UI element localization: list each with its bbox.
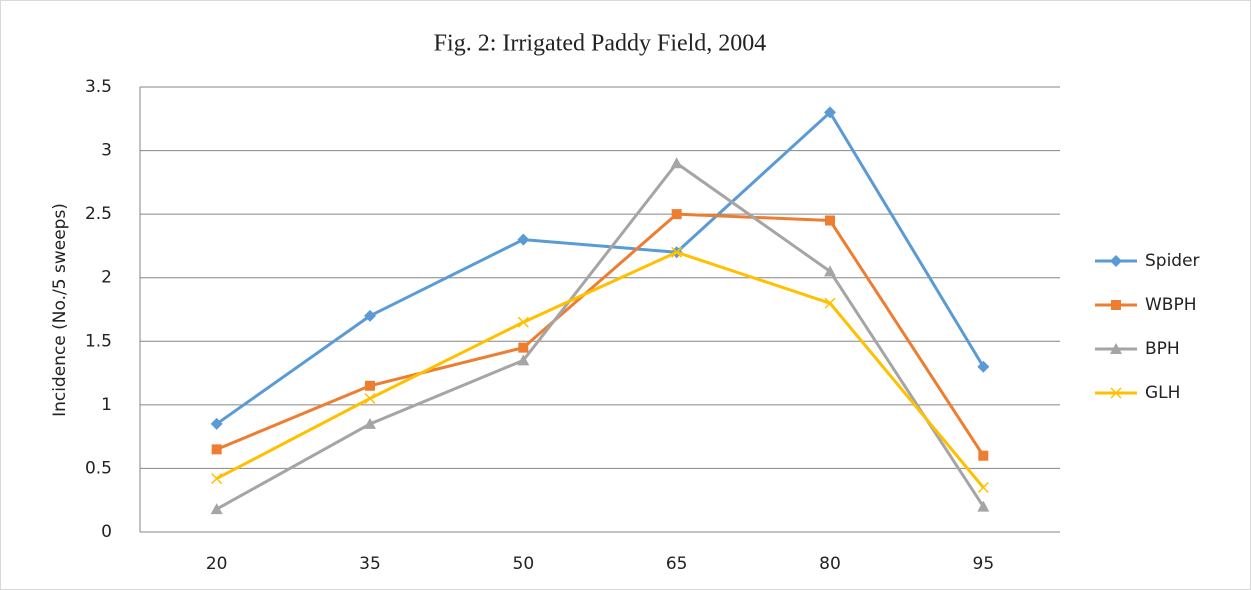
y-tick-label: 1.5 [85,331,112,351]
marker [211,444,222,455]
y-tick-label: 0.5 [85,458,112,478]
marker [364,309,376,322]
x-tick-label: 50 [513,554,535,574]
series-line [215,110,985,426]
marker [365,380,375,391]
series-line [216,212,985,457]
y-tick-label: 0 [101,522,112,542]
marker [978,450,989,461]
x-tick-label: 65 [666,554,688,574]
marker [364,417,376,429]
legend-marker [1110,255,1122,267]
legend-marker [1111,300,1121,310]
x-tick-label: 35 [359,554,381,574]
marker [824,106,836,119]
series-line [215,250,985,489]
marker [517,316,529,328]
y-tick-label: 2.5 [85,204,112,224]
marker [977,500,990,512]
y-tick-label: 3 [101,141,112,161]
marker [211,473,223,485]
y-tick-label: 1 [101,395,112,415]
chart-title: Fig. 2: Irrigated Paddy Field, 2004 [434,31,767,57]
y-tick-label: 2 [101,268,112,288]
y-tick-label: 3.5 [85,77,112,97]
legend-marker [1110,387,1122,399]
marker [210,417,223,430]
marker [977,481,989,494]
marker [671,246,683,258]
x-tick-label: 20 [206,554,228,574]
marker [977,360,990,373]
series-line [215,161,985,511]
legend-label: Spider [1145,251,1200,271]
marker [671,209,682,220]
legend-marker [1110,343,1122,354]
legend-label: WBPH [1145,295,1197,315]
x-tick-label: 95 [973,554,995,574]
y-axis-label: Incidence (No./5 sweeps) [50,203,70,417]
marker [364,392,376,405]
legend-label: BPH [1145,339,1180,359]
marker [518,342,529,353]
marker [824,265,836,277]
marker [517,233,530,246]
marker [825,215,835,226]
marker [670,157,683,169]
legend-label: GLH [1145,383,1180,403]
marker [824,297,836,309]
marker [210,503,223,515]
marker [517,354,530,366]
x-tick-label: 80 [819,554,841,574]
